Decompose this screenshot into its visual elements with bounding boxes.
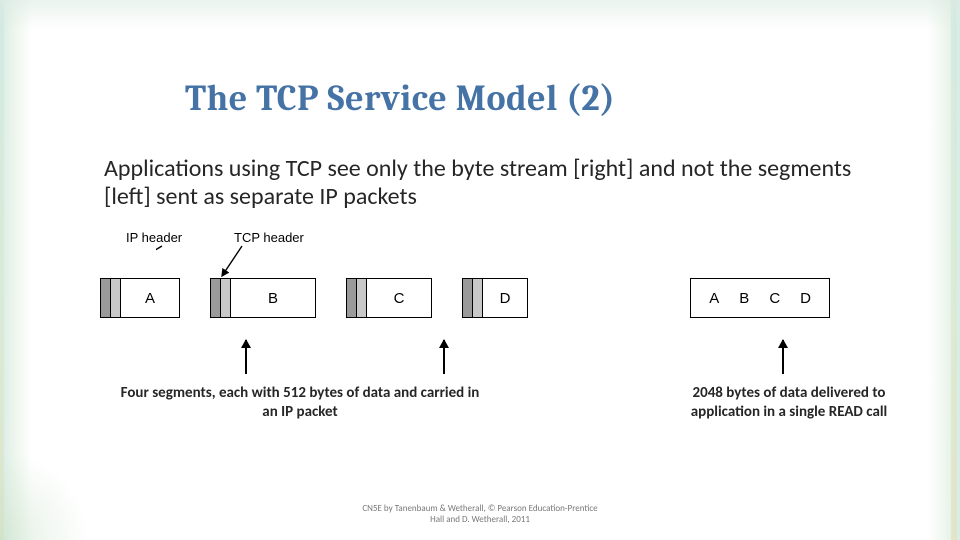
stream-byte: D <box>800 290 811 307</box>
caption-right: 2048 bytes of data delivered to applicat… <box>660 384 918 422</box>
decorative-top-fade <box>0 0 960 30</box>
slide-title: The TCP Service Model (2) <box>185 78 615 119</box>
up-arrow-icon <box>245 340 247 374</box>
byte-stream-box: A B C D <box>690 278 830 318</box>
decorative-bottom-corner <box>0 450 90 540</box>
tcp-header-cell <box>221 279 231 317</box>
up-arrow-icon <box>782 340 784 374</box>
slide-subtitle: Applications using TCP see only the byte… <box>104 155 874 212</box>
stream-byte: C <box>769 290 780 307</box>
ip-header-cell <box>347 279 357 317</box>
tcp-header-cell <box>473 279 483 317</box>
segment-a: A <box>100 278 180 318</box>
segment-label: D <box>483 279 527 317</box>
ip-header-cell <box>211 279 221 317</box>
tcp-header-cell <box>111 279 121 317</box>
header-arrows-icon <box>156 244 276 278</box>
caption-left: Four segments, each with 512 bytes of da… <box>120 384 480 422</box>
tcp-header-label: TCP header <box>234 230 304 245</box>
stream-byte: A <box>709 290 719 307</box>
ip-header-cell <box>463 279 473 317</box>
slide: The TCP Service Model (2) Applications u… <box>0 0 960 540</box>
segment-c: C <box>346 278 432 318</box>
tcp-diagram: IP header TCP header A B <box>100 230 870 370</box>
segment-label: C <box>367 279 431 317</box>
decorative-right-edge <box>928 0 960 540</box>
segment-b: B <box>210 278 316 318</box>
footer-line: Hall and D. Wetherall, 2011 <box>0 515 960 526</box>
segment-row: A B C D <box>100 278 528 318</box>
segment-d: D <box>462 278 528 318</box>
footer-credit: CN5E by Tanenbaum & Wetherall, © Pearson… <box>0 504 960 526</box>
segment-label: B <box>231 279 315 317</box>
stream-byte: B <box>739 290 749 307</box>
up-arrow-icon <box>443 340 445 374</box>
ip-header-label: IP header <box>126 230 182 245</box>
segment-label: A <box>121 279 179 317</box>
tcp-header-cell <box>357 279 367 317</box>
ip-header-cell <box>101 279 111 317</box>
